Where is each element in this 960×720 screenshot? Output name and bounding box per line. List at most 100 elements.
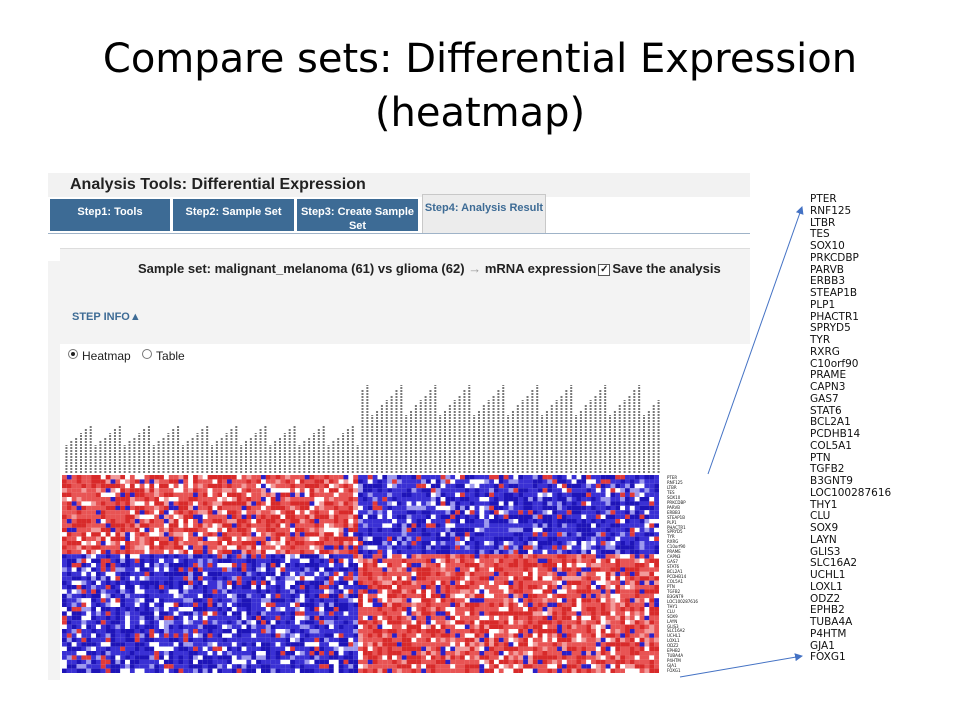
heatmap-cell	[319, 549, 325, 555]
heatmap-cell	[469, 642, 475, 647]
heatmap-cell	[309, 554, 315, 559]
heatmap-cell	[105, 615, 111, 621]
heatmap-cell	[188, 514, 194, 520]
heatmap-cell	[120, 602, 126, 608]
heatmap-cell	[576, 497, 582, 502]
heatmap-cell	[183, 598, 189, 603]
heatmap-cell	[125, 523, 130, 528]
heatmap-cell	[367, 479, 373, 484]
tab-step1-tools[interactable]: Step1: Tools	[50, 199, 170, 231]
heatmap-cell	[163, 479, 169, 484]
heatmap-cell	[62, 637, 67, 643]
heatmap-cell	[498, 580, 504, 586]
heatmap-cell	[236, 545, 242, 550]
heatmap-cell	[523, 620, 528, 625]
heatmap-radio[interactable]	[68, 349, 78, 359]
tab-step2-sample-set[interactable]: Step2: Sample Set	[173, 199, 294, 231]
tab-step3-create-sample-set[interactable]: Step3: Create Sample Set	[297, 199, 418, 231]
heatmap-cell	[547, 545, 553, 550]
heatmap-cell	[620, 615, 626, 621]
heatmap-cell	[610, 527, 616, 533]
heatmap-cell	[81, 611, 87, 616]
heatmap-cell	[367, 593, 373, 599]
heatmap-cell	[212, 607, 218, 612]
heatmap-cell	[411, 519, 417, 524]
heatmap-cell	[460, 615, 465, 621]
heatmap-cell	[261, 598, 266, 603]
heatmap-cell	[294, 514, 300, 520]
heatmap-cell	[411, 488, 417, 493]
heatmap-cell	[212, 646, 218, 652]
heatmap-cell	[455, 523, 461, 528]
heatmap-cell	[81, 576, 87, 581]
heatmap-cell	[493, 615, 499, 621]
heatmap-cell	[362, 563, 368, 568]
heatmap-cell	[557, 629, 562, 634]
heatmap-cell	[309, 510, 315, 515]
save-analysis-checkbox[interactable]: ✓	[598, 264, 611, 276]
heatmap-cell	[629, 571, 635, 577]
heatmap-cell	[285, 607, 291, 612]
heatmap-cell	[168, 620, 174, 625]
heatmap-cell	[489, 637, 495, 643]
heatmap-cell	[95, 576, 101, 581]
heatmap-cell	[212, 483, 218, 489]
heatmap-cell	[197, 536, 203, 542]
heatmap-cell	[129, 580, 135, 586]
heatmap-cell	[421, 563, 427, 568]
heatmap-cell	[149, 598, 155, 603]
heatmap-cell	[309, 593, 315, 599]
heatmap-cell	[129, 483, 135, 489]
heatmap-cell	[125, 598, 130, 603]
heatmap-cell	[212, 602, 218, 608]
heatmap-cell	[595, 598, 601, 603]
heatmap-cell	[76, 541, 82, 546]
table-radio[interactable]	[142, 349, 153, 359]
heatmap-cell	[392, 541, 397, 546]
heatmap-cell	[430, 554, 436, 559]
heatmap-cell	[202, 580, 208, 586]
heatmap-cell	[178, 514, 184, 520]
heatmap-cell	[217, 637, 223, 643]
heatmap-cell	[484, 624, 490, 630]
heatmap-cell	[178, 602, 184, 608]
heatmap-cell	[231, 492, 237, 498]
heatmap-cell	[576, 545, 582, 550]
heatmap-cell	[91, 607, 97, 612]
heatmap-cell	[362, 492, 368, 498]
heatmap-cell	[120, 488, 126, 493]
heatmap-cell	[474, 519, 480, 524]
heatmap-cell	[338, 602, 344, 608]
step-info-toggle[interactable]: STEP INFO▲	[72, 311, 141, 323]
heatmap-cell	[246, 598, 252, 603]
heatmap-cell	[440, 633, 446, 638]
heatmap-cell	[197, 532, 203, 537]
heatmap-cell	[159, 510, 164, 515]
heatmap-cell	[440, 567, 446, 572]
heatmap-cell	[503, 492, 509, 498]
heatmap-cell	[154, 589, 160, 594]
heatmap-cell	[236, 571, 242, 577]
heatmap-cell	[435, 607, 441, 612]
heatmap-cell	[527, 624, 533, 630]
heatmap-cell	[610, 501, 616, 506]
heatmap-cell	[314, 576, 320, 581]
heatmap-cell	[231, 646, 237, 652]
heatmap-cell	[202, 629, 208, 634]
heatmap-cell	[586, 589, 592, 594]
heatmap-cell	[639, 514, 645, 520]
heatmap-cell	[212, 620, 218, 625]
heatmap-cell	[387, 505, 393, 511]
tab-step4-analysis-result[interactable]: Step4: Analysis Result	[422, 194, 546, 233]
heatmap-cell	[620, 497, 626, 502]
heatmap-cell	[71, 637, 77, 643]
heatmap-cell	[566, 536, 572, 542]
heatmap-cell	[581, 501, 587, 506]
heatmap-cell	[503, 549, 509, 555]
heatmap-cell	[110, 519, 116, 524]
heatmap-cell	[392, 615, 397, 621]
heatmap-cell	[367, 541, 373, 546]
heatmap-cell	[396, 541, 402, 546]
heatmap-cell	[256, 598, 262, 603]
heatmap-cell	[173, 483, 179, 489]
